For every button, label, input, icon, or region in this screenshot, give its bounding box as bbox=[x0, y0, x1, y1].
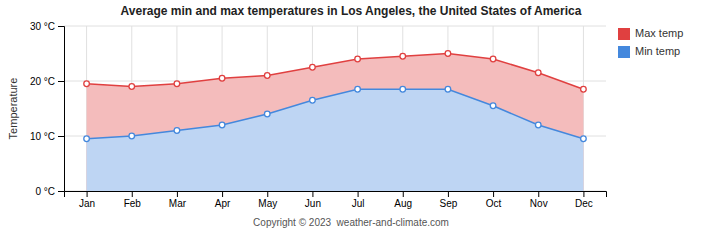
tick-label: Aug bbox=[394, 198, 412, 209]
tick-mark bbox=[58, 191, 64, 192]
line bbox=[87, 54, 584, 90]
chart-container: Jan Feb Mar Apr May Jun Jul Aug Sep Oct Nov Dec 0 °C… bbox=[0, 0, 702, 231]
tick: 0 °C bbox=[35, 186, 64, 197]
marker bbox=[84, 136, 90, 142]
tick-label: Jun bbox=[305, 198, 321, 209]
tick: 10 °C bbox=[30, 131, 64, 142]
legend-label: Max temp bbox=[635, 27, 683, 39]
marker bbox=[264, 111, 270, 117]
tick-mark bbox=[87, 191, 88, 197]
tick: Dec bbox=[575, 191, 593, 209]
tick-mark bbox=[58, 136, 64, 137]
tick-mark bbox=[58, 81, 64, 82]
tick-mark bbox=[177, 191, 178, 197]
marks bbox=[84, 51, 586, 191]
legend-item: Max temp bbox=[618, 27, 683, 40]
tick: Nov bbox=[530, 191, 548, 209]
tick: Oct bbox=[486, 191, 502, 209]
tick: Feb bbox=[124, 191, 142, 209]
marker bbox=[219, 122, 225, 128]
legend-item: Min temp bbox=[618, 45, 680, 58]
marker bbox=[490, 56, 496, 62]
legend-label: Min temp bbox=[635, 45, 680, 57]
tick-label: Apr bbox=[215, 198, 231, 209]
marker bbox=[219, 75, 225, 81]
marker bbox=[445, 86, 451, 92]
tick-mark bbox=[312, 191, 313, 197]
area bbox=[87, 89, 584, 191]
marker bbox=[84, 81, 90, 87]
legend-swatch bbox=[618, 28, 630, 40]
marker bbox=[310, 97, 316, 103]
marker bbox=[581, 136, 587, 142]
tick: Jan bbox=[79, 191, 95, 209]
tick: May bbox=[258, 191, 277, 209]
marker bbox=[174, 128, 180, 134]
tick-mark bbox=[358, 191, 359, 197]
marker bbox=[445, 51, 451, 57]
tick-label: Dec bbox=[575, 198, 593, 209]
tick-label: Feb bbox=[124, 198, 142, 209]
tick-mark bbox=[448, 191, 449, 197]
tick-label: 10 °C bbox=[30, 131, 55, 142]
tick: Jul bbox=[352, 191, 365, 209]
axis-line bbox=[58, 27, 65, 192]
tick-mark bbox=[583, 191, 584, 197]
marker bbox=[535, 70, 541, 76]
legend: Max temp Min temp bbox=[618, 27, 683, 58]
tick-label: Jan bbox=[79, 198, 95, 209]
tick: Sep bbox=[440, 191, 458, 209]
marker bbox=[400, 86, 406, 92]
tick: Aug bbox=[394, 191, 412, 209]
tick-label: 20 °C bbox=[30, 76, 55, 87]
area bbox=[87, 54, 584, 192]
marker bbox=[581, 86, 587, 92]
tick: 20 °C bbox=[30, 76, 64, 87]
tick-label: Oct bbox=[486, 198, 502, 209]
tick: Apr bbox=[215, 191, 231, 209]
tick-mark bbox=[538, 191, 539, 197]
axis-title: Temperature bbox=[7, 78, 19, 140]
marker bbox=[264, 73, 270, 79]
grid bbox=[64, 26, 606, 191]
grid-line bbox=[64, 26, 606, 27]
marker bbox=[355, 56, 361, 62]
tick-mark bbox=[222, 191, 223, 197]
tick: 30 °C bbox=[30, 21, 64, 32]
marker bbox=[400, 53, 406, 59]
tick-label: Nov bbox=[530, 198, 548, 209]
line bbox=[87, 89, 584, 139]
tick: Jun bbox=[305, 191, 321, 209]
marker bbox=[310, 64, 316, 70]
legend-swatch bbox=[618, 46, 630, 58]
tick-label: May bbox=[258, 198, 277, 209]
tick-mark bbox=[267, 191, 268, 197]
marker bbox=[129, 133, 135, 139]
y-axis: 0 °C 10 °C 20 °C 30 °C bbox=[30, 21, 65, 197]
title: Average min and max temperatures in Los … bbox=[121, 4, 582, 18]
tick-label: Sep bbox=[440, 198, 458, 209]
marker bbox=[129, 84, 135, 90]
tick: Mar bbox=[169, 191, 187, 209]
tick-mark bbox=[403, 191, 404, 197]
x-axis: Jan Feb Mar Apr May Jun Jul Aug Sep Oct Nov Dec bbox=[65, 191, 607, 209]
annotation: Copyright © 2023 weather-and-climate.com bbox=[253, 217, 449, 228]
marker bbox=[174, 81, 180, 87]
tick-mark bbox=[58, 26, 64, 27]
tick-label: 0 °C bbox=[35, 186, 55, 197]
tick-label: Jul bbox=[352, 198, 365, 209]
plot: Jan Feb Mar Apr May Jun Jul Aug Sep Oct Nov Dec 0 °C… bbox=[30, 21, 607, 209]
tick-mark bbox=[132, 191, 133, 197]
marker bbox=[535, 122, 541, 128]
tick-mark bbox=[493, 191, 494, 197]
marker bbox=[355, 86, 361, 92]
marker bbox=[490, 103, 496, 109]
axis-line bbox=[65, 192, 607, 198]
tick-label: Mar bbox=[169, 198, 187, 209]
chart: Jan Feb Mar Apr May Jun Jul Aug Sep Oct Nov Dec 0 °C… bbox=[0, 0, 702, 231]
tick-label: 30 °C bbox=[30, 21, 55, 32]
